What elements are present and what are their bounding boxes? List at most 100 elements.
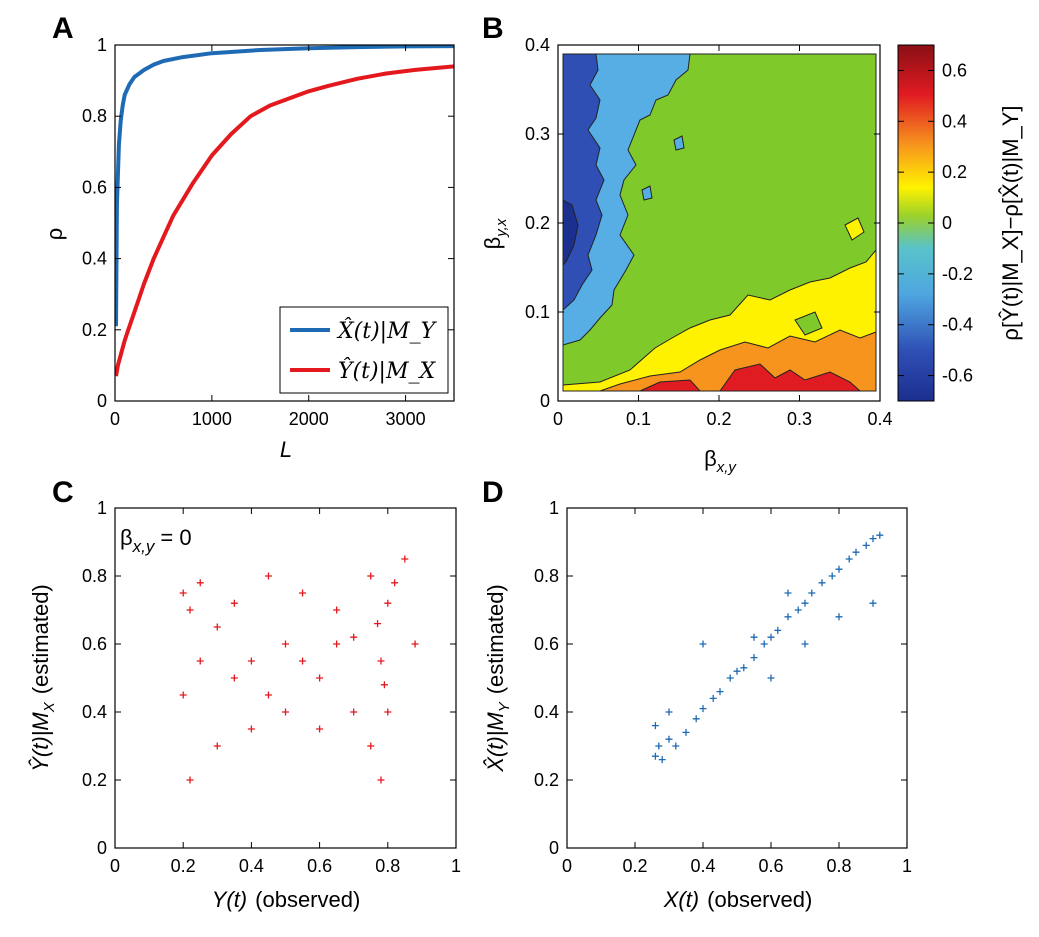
scatter-point: [391, 579, 399, 587]
panel-c-annotation-main: β: [120, 525, 133, 550]
scatter-point: [760, 640, 768, 648]
scatter-point: [726, 674, 734, 682]
panel-c-y-tick-label: 0.6: [82, 634, 107, 654]
panel-a-frame: [114, 44, 455, 402]
scatter-point: [767, 674, 775, 682]
panel-d-y-tick-label: 0.6: [534, 634, 559, 654]
scatter-point: [750, 633, 758, 641]
contour-light-blue: [562, 53, 691, 346]
panel-c-frame: [114, 507, 457, 849]
panel-a-y-tick-label: 0.6: [82, 177, 107, 197]
scatter-point: [299, 657, 307, 665]
scatter-point: [845, 555, 853, 563]
panel-b-x-tick-label: 0.1: [626, 409, 651, 429]
panel-c-annotation-sub: x,y: [132, 537, 156, 556]
panel-c-points: [179, 555, 419, 784]
panel-c-annotation-value: = 0: [160, 525, 191, 550]
panel-c-y-tick-label: 0: [97, 838, 107, 858]
panel-c-x-tick-label: 1: [451, 856, 461, 876]
panel-a-x-tick-label: 2000: [289, 409, 329, 429]
series-line-y-given-mx: [115, 64, 454, 377]
panel-a-y-tick-label: 0: [97, 391, 107, 411]
scatter-point: [835, 613, 843, 621]
panel-d-y-label: X̂(t)|MY (estimated): [483, 584, 513, 773]
scatter-point: [367, 742, 375, 750]
panel-c-annotation: βx,y = 0: [120, 525, 192, 556]
panel-c-x-tick-label: 0.6: [307, 856, 332, 876]
panel-d-frame: [566, 507, 908, 849]
panel-c-y-tick-label: 1: [97, 498, 107, 518]
panel-b-y-label: βy,x: [480, 218, 510, 249]
scatter-point: [750, 654, 758, 662]
panel-a-x-tick-label: 1000: [192, 409, 232, 429]
panel-d-x-tick-label: 0.4: [690, 856, 715, 876]
panel-b-y-ticks: 0 0.1 0.2 0.3 0.4: [525, 35, 880, 411]
scatter-point: [651, 752, 659, 760]
panel-c-x-label: Y(t) (observed): [212, 887, 361, 912]
scatter-point: [377, 657, 385, 665]
panel-a-y-tick-label: 0.8: [82, 106, 107, 126]
panel-b-y-tick-label: 0.3: [525, 124, 550, 144]
scatter-point: [196, 579, 204, 587]
panel-d-y-label-main: X̂(t)|M: [483, 712, 508, 773]
series-line-x-given-my: [115, 45, 454, 327]
panel-c-y-ticks: 0 0.2 0.4 0.6 0.8 1: [82, 498, 456, 858]
scatter-point: [862, 541, 870, 549]
panel-a-x-label: L: [280, 437, 292, 462]
scatter-point: [665, 708, 673, 716]
scatter-point: [384, 599, 392, 607]
panel-c-y-tick-label: 0.2: [82, 770, 107, 790]
scatter-point: [818, 579, 826, 587]
scatter-point: [869, 599, 877, 607]
panel-b-letter: B: [482, 12, 504, 45]
panel-c-x-tick-label: 0: [110, 856, 120, 876]
panel-b-y-tick-label: 0.4: [525, 35, 550, 55]
scatter-point: [350, 708, 358, 716]
scatter-point: [350, 633, 358, 641]
panel-b-x-tick-label: 0: [553, 409, 563, 429]
scatter-point: [384, 708, 392, 716]
panel-d-y-tick-label: 0: [549, 838, 559, 858]
scatter-point: [852, 548, 860, 556]
panel-b-y-label-sub: y,x: [493, 218, 510, 238]
panel-c-x-tick-label: 0.4: [239, 856, 264, 876]
panel-c-x-label-main: Y(t): [212, 887, 247, 912]
panel-d-x-label: X(t) (observed): [663, 887, 813, 912]
panel-d-y-tick-label: 0.8: [534, 566, 559, 586]
contour-yellow-island: [844, 217, 865, 241]
legend-box: [279, 306, 449, 394]
contour-green-island: [794, 311, 823, 336]
scatter-point: [699, 640, 707, 648]
panel-d-x-tick-label: 0.8: [826, 856, 851, 876]
panel-b-y-tick-label: 0.1: [525, 302, 550, 322]
scatter-point: [774, 626, 782, 634]
panel-d-y-tick-label: 0.4: [534, 702, 559, 722]
panel-b-y-label-main: β: [480, 237, 505, 250]
panel-b-x-ticks: 0 0.1 0.2 0.3 0.4: [553, 45, 893, 429]
panel-c-y-label: Ŷ(t)|MX (estimated): [28, 584, 58, 772]
scatter-point: [411, 640, 419, 648]
panel-a-y-tick-label: 0.4: [82, 249, 107, 269]
scatter-point: [828, 572, 836, 580]
scatter-point: [794, 606, 802, 614]
scatter-point: [264, 691, 272, 699]
scatter-point: [316, 674, 324, 682]
panel-c-y-label-suffix: (estimated): [28, 584, 53, 694]
panel-d-y-tick-label: 0.2: [534, 770, 559, 790]
scatter-point: [665, 735, 673, 743]
panel-d: D 0 0.2 0.4 0.6 0.8 1 0 0.2 0.4 0.6 0.8 1 X(t) (obs…: [482, 476, 912, 912]
panel-a-x-ticks: 0 1000 2000 3000: [110, 45, 426, 429]
contour-darkest-blue: [562, 199, 579, 267]
scatter-point: [196, 657, 204, 665]
scatter-point: [784, 589, 792, 597]
scatter-point: [401, 555, 409, 563]
contour-orange: [599, 329, 877, 392]
colorbar-ticks: 0.6 0.4 0.2 0 -0.2 -0.4 -0.6: [898, 60, 973, 386]
colorbar: 0.6 0.4 0.2 0 -0.2 -0.4 -0.6 ρ[Ŷ(t)|M_X]−ρ[X̂(…: [897, 44, 1023, 402]
scatter-point: [767, 633, 775, 641]
scatter-point: [247, 725, 255, 733]
scatter-point: [333, 640, 341, 648]
colorbar-tick-label: 0.2: [942, 162, 967, 182]
colorbar-tick-label: 0.4: [942, 111, 967, 131]
